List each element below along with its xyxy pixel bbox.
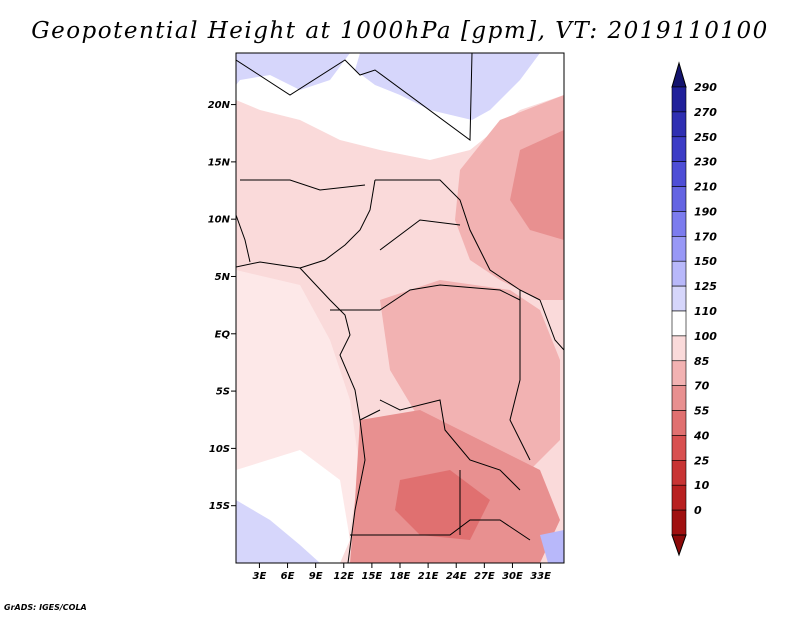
country-borders bbox=[236, 53, 564, 563]
border-north bbox=[236, 53, 473, 141]
colorbar-swatch bbox=[671, 484, 687, 511]
border-congo-north bbox=[330, 284, 521, 311]
colorbar-level-label: 85 bbox=[694, 355, 710, 368]
lat-tick-label: 20N bbox=[208, 100, 231, 111]
colorbar-boxes bbox=[671, 61, 687, 557]
colorbar-level-label: 55 bbox=[694, 405, 710, 418]
colorbar-level-label: 110 bbox=[694, 305, 717, 318]
lon-tick-label: 15E bbox=[362, 571, 383, 582]
colorbar-level-label: 230 bbox=[694, 156, 717, 169]
border-nigeria bbox=[299, 179, 376, 269]
lat-tick-label: 10N bbox=[208, 215, 231, 226]
border-angola bbox=[359, 409, 381, 421]
lon-tick-label: 18E bbox=[390, 571, 411, 582]
colorbar-level-label: 125 bbox=[694, 280, 717, 293]
colorbar-swatch bbox=[671, 310, 687, 337]
colorbar-level-label: 150 bbox=[694, 255, 717, 268]
border-wa bbox=[236, 214, 251, 263]
map-title: Geopotential Height at 1000hPa [gpm], VT… bbox=[31, 18, 769, 44]
colorbar-swatch bbox=[671, 161, 687, 187]
colorbar-level-label: 10 bbox=[694, 479, 710, 492]
border-east bbox=[509, 290, 531, 461]
colorbar-labels: 2902702502302101901701501251101008570554… bbox=[693, 81, 717, 517]
field-ne-darkpink bbox=[510, 130, 564, 240]
colorbar-swatch bbox=[671, 136, 687, 162]
colorbar-level-label: 70 bbox=[694, 380, 710, 393]
border-car bbox=[379, 219, 461, 251]
lon-axis: 3E 6E 9E 12E 15E 18E 21E 24E 27E 30E 33E bbox=[253, 563, 551, 582]
colorbar-swatch bbox=[671, 186, 687, 212]
lat-tick-label: 5N bbox=[215, 272, 231, 283]
colorbar-swatch bbox=[671, 360, 687, 386]
colorbar-swatch bbox=[671, 385, 687, 411]
colorbar-swatch bbox=[671, 86, 687, 113]
lat-tick-label: 15S bbox=[209, 501, 230, 512]
colorbar-swatch bbox=[671, 435, 687, 461]
colorbar-level-label: 250 bbox=[694, 131, 717, 144]
lon-tick-label: 24E bbox=[446, 571, 467, 582]
colorbar-level-label: 290 bbox=[694, 81, 717, 94]
lat-axis: 20N 15N 10N 5N EQ 5S 10S 15S bbox=[208, 100, 236, 512]
field-nw-blue bbox=[236, 53, 350, 90]
colorbar-swatch bbox=[671, 211, 687, 237]
colorbar-level-label: 190 bbox=[694, 205, 717, 218]
field-se-blue bbox=[540, 530, 564, 563]
field-sw-blue bbox=[236, 500, 320, 563]
colorbar-top-arrow bbox=[671, 61, 687, 88]
colorbar-bottom-arrow bbox=[671, 534, 687, 557]
lon-tick-label: 12E bbox=[333, 571, 354, 582]
colorbar-level-label: 0 bbox=[694, 504, 702, 517]
colorbar-level-label: 170 bbox=[694, 230, 717, 243]
border-drc-south bbox=[379, 399, 521, 491]
colorbar-level-label: 40 bbox=[693, 429, 710, 442]
colorbar-swatch bbox=[671, 335, 687, 362]
colorbar-level-label: 270 bbox=[694, 106, 717, 119]
border-namibia bbox=[350, 519, 531, 541]
coastline-west bbox=[236, 261, 366, 563]
lon-tick-label: 33E bbox=[530, 571, 551, 582]
lon-tick-label: 6E bbox=[281, 571, 295, 582]
colorbar-level-label: 210 bbox=[694, 181, 717, 194]
lon-tick-label: 3E bbox=[253, 571, 267, 582]
lon-tick-label: 30E bbox=[502, 571, 523, 582]
colorbar-swatch bbox=[671, 111, 687, 138]
colorbar-level-label: 25 bbox=[694, 454, 710, 467]
border-sahel bbox=[240, 179, 366, 191]
field-ne-blue bbox=[472, 53, 540, 120]
colorbar-swatch bbox=[671, 460, 687, 486]
lat-tick-label: 15N bbox=[208, 157, 231, 168]
field-n-blue bbox=[355, 53, 472, 120]
border-ke bbox=[539, 299, 564, 351]
colorbar-swatch bbox=[671, 260, 687, 287]
lon-tick-label: 9E bbox=[309, 571, 323, 582]
colorbar-swatch bbox=[671, 509, 687, 536]
lon-tick-label: 21E bbox=[418, 571, 439, 582]
colorbar-swatch bbox=[671, 236, 687, 262]
lat-tick-label: 5S bbox=[216, 387, 230, 398]
grads-credit: GrADS: IGES/COLA bbox=[4, 603, 87, 612]
colorbar-swatch bbox=[671, 285, 687, 312]
lat-tick-label: 10S bbox=[209, 444, 230, 455]
colorbar-level-label: 100 bbox=[694, 330, 717, 343]
lon-tick-label: 27E bbox=[474, 571, 495, 582]
lat-tick-label: EQ bbox=[215, 329, 231, 340]
colorbar-swatch bbox=[671, 410, 687, 436]
